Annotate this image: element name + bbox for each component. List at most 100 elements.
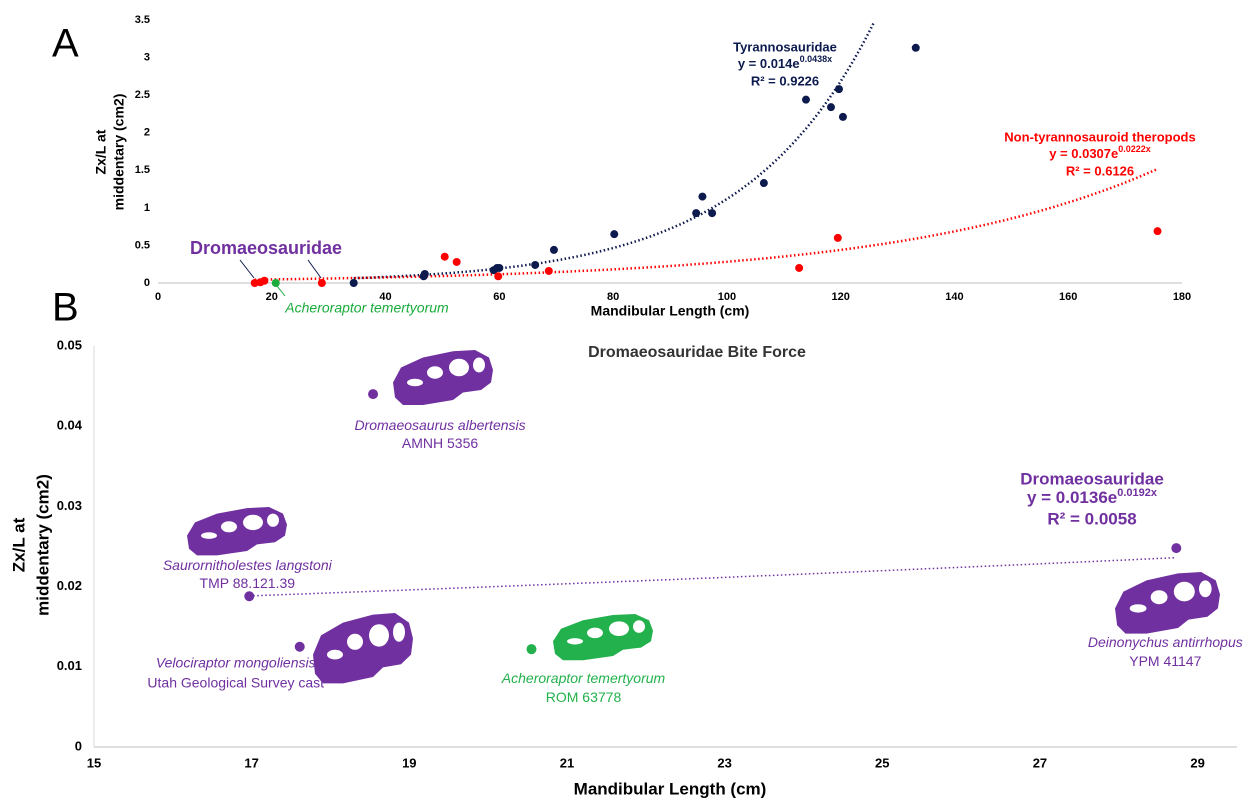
y-tick-label: 1 bbox=[144, 202, 150, 214]
point-label: Acheroraptor temertyorum bbox=[501, 670, 666, 686]
data-point bbox=[453, 258, 461, 266]
r-squared: R² = 0.0058 bbox=[1047, 509, 1136, 528]
data-point bbox=[708, 209, 716, 217]
x-tick-label: 80 bbox=[607, 291, 619, 303]
y-tick-label: 2.5 bbox=[135, 89, 150, 101]
data-point bbox=[441, 253, 449, 261]
x-tick-label: 20 bbox=[266, 291, 278, 303]
x-tick-label: 29 bbox=[1190, 755, 1204, 770]
pointer-line bbox=[240, 260, 254, 278]
x-tick-label: 0 bbox=[155, 291, 161, 303]
y-tick-label: 0.03 bbox=[57, 498, 82, 513]
trend-line bbox=[255, 169, 1158, 280]
data-point bbox=[272, 279, 280, 287]
panel-label: A bbox=[52, 22, 79, 66]
data-point bbox=[698, 193, 706, 201]
data-point bbox=[350, 279, 358, 287]
y-tick-label: 0.05 bbox=[57, 337, 82, 352]
data-point bbox=[526, 644, 536, 654]
equation: y = 0.0307e0.0222x bbox=[1049, 144, 1151, 161]
y-tick-label: 0.04 bbox=[57, 418, 83, 433]
data-point bbox=[795, 264, 803, 272]
panel-label: B bbox=[52, 286, 79, 330]
x-tick-label: 17 bbox=[244, 755, 258, 770]
data-point bbox=[760, 179, 768, 187]
point-label: Saurornitholestes langstoni bbox=[163, 557, 333, 573]
point-label: Dromaeosaurus albertensis bbox=[354, 417, 525, 433]
series-label: Non-tyrannosauroid theropods bbox=[1004, 129, 1195, 144]
pointer-line bbox=[308, 260, 321, 278]
x-tick-label: 100 bbox=[718, 291, 736, 303]
data-point bbox=[835, 85, 843, 93]
group-annotation: Dromaeosauridae bbox=[190, 238, 342, 258]
y-tick-label: 0.02 bbox=[57, 578, 82, 593]
data-point bbox=[1171, 543, 1181, 553]
x-tick-label: 27 bbox=[1033, 755, 1047, 770]
x-tick-label: 60 bbox=[493, 291, 505, 303]
skull-silhouette bbox=[553, 614, 653, 660]
x-axis-title: Mandibular Length (cm) bbox=[591, 303, 750, 319]
data-point bbox=[692, 209, 700, 217]
data-point bbox=[531, 261, 539, 269]
y-axis-title-line: middentary (cm2) bbox=[33, 474, 52, 616]
data-point bbox=[295, 642, 305, 652]
y-axis-title-line: middentary (cm2) bbox=[111, 94, 127, 211]
y-axis-title-line: Zx/L at bbox=[93, 129, 109, 174]
y-tick-label: 1.5 bbox=[135, 164, 150, 176]
data-point bbox=[827, 103, 835, 111]
y-tick-label: 3 bbox=[144, 51, 150, 63]
series-label: Tyrannosauridae bbox=[733, 39, 837, 54]
skull-silhouette bbox=[1115, 572, 1220, 634]
equation-exponent: 0.0438x bbox=[800, 54, 833, 64]
specimen-label: TMP 88.121.39 bbox=[200, 575, 296, 591]
y-tick-label: 0.01 bbox=[57, 658, 82, 673]
data-point bbox=[368, 389, 378, 399]
y-tick-label: 0 bbox=[75, 738, 82, 753]
skull-silhouette bbox=[313, 613, 413, 683]
data-point bbox=[545, 267, 553, 275]
pointer-line bbox=[277, 286, 285, 296]
x-tick-label: 23 bbox=[717, 755, 731, 770]
data-point bbox=[244, 591, 254, 601]
data-point bbox=[318, 279, 326, 287]
data-point bbox=[610, 230, 618, 238]
x-tick-label: 140 bbox=[945, 291, 963, 303]
equation-base: y = 0.014e bbox=[738, 56, 800, 71]
y-tick-label: 0.5 bbox=[135, 239, 150, 251]
data-point bbox=[494, 272, 502, 280]
skull-silhouette bbox=[187, 507, 287, 555]
specimen-label: ROM 63778 bbox=[546, 689, 622, 705]
trend-line bbox=[249, 558, 1176, 596]
data-point bbox=[834, 234, 842, 242]
data-point bbox=[1154, 227, 1162, 235]
chart-title: Dromaeosauridae Bite Force bbox=[588, 344, 806, 361]
figure: A B Mandibular Length (cm) Zx/L at midde… bbox=[0, 0, 1257, 798]
x-tick-label: 21 bbox=[560, 755, 574, 770]
point-label: Deinonychus antirrhopus bbox=[1088, 634, 1243, 650]
x-tick-label: 15 bbox=[87, 755, 101, 770]
equation-base: y = 0.0307e bbox=[1049, 146, 1118, 161]
data-point bbox=[839, 113, 847, 121]
x-tick-label: 160 bbox=[1059, 291, 1077, 303]
x-tick-label: 19 bbox=[402, 755, 416, 770]
skull-silhouette bbox=[393, 350, 493, 405]
data-point bbox=[495, 264, 503, 272]
equation: y = 0.014e0.0438x bbox=[738, 54, 832, 71]
data-point bbox=[260, 277, 268, 285]
equation-base: y = 0.0136e bbox=[1027, 488, 1117, 507]
equation-exponent: 0.0192x bbox=[1117, 487, 1158, 499]
specimen-label: AMNH 5356 bbox=[402, 435, 478, 451]
y-axis-title-line: Zx/L at bbox=[9, 517, 28, 572]
y-axis-title: Zx/L at middentary (cm2) bbox=[9, 474, 52, 616]
y-axis-title: Zx/L at middentary (cm2) bbox=[93, 94, 127, 211]
x-axis-title: Mandibular Length (cm) bbox=[574, 779, 767, 798]
specimen-label: Utah Geological Survey cast bbox=[147, 674, 324, 690]
x-tick-label: 180 bbox=[1173, 291, 1191, 303]
data-point bbox=[912, 44, 920, 52]
series-label: Acheroraptor temertyorum bbox=[284, 300, 449, 316]
x-tick-label: 25 bbox=[875, 755, 889, 770]
x-tick-label: 120 bbox=[831, 291, 849, 303]
data-point bbox=[550, 246, 558, 254]
equation: y = 0.0136e0.0192x bbox=[1027, 487, 1158, 508]
r-squared: R² = 0.6126 bbox=[1066, 163, 1134, 178]
